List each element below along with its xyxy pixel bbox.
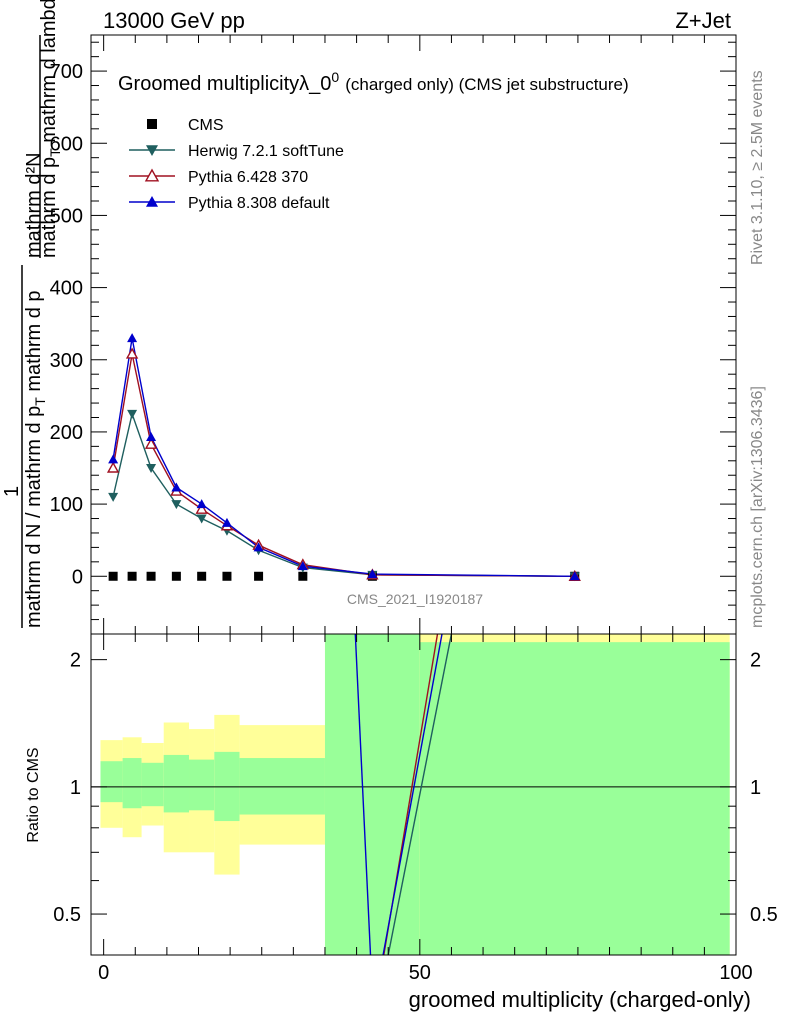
x-tick-label: 0 xyxy=(98,962,109,984)
ylabel-denominator-bottom: mathrm d N / mathrm d p xyxy=(23,406,45,628)
ratio-line-2 xyxy=(382,634,443,955)
analysis-watermark: CMS_2021_I1920187 xyxy=(347,591,483,607)
ratio-y-tick-label-right: 2 xyxy=(750,650,761,672)
series-3-point-6 xyxy=(253,542,264,552)
legend: CMS Herwig 7.2.1 softTune Pythia 6.428 370… xyxy=(129,117,344,212)
series-0-point-2 xyxy=(146,571,156,581)
series-3-point-0 xyxy=(108,454,119,464)
legend-marker-1 xyxy=(146,145,158,156)
ylabel-denominator-top: mathrm d p xyxy=(38,157,60,258)
series-2-point-0 xyxy=(106,461,120,473)
legend-label-2: Pythia 6.428 370 xyxy=(188,169,308,186)
ratio-y-tick-label-left: 0.5 xyxy=(53,904,81,926)
green-band-3 xyxy=(163,754,190,813)
series-1-point-4 xyxy=(196,514,207,524)
green-band-4 xyxy=(189,759,215,811)
green-band-8 xyxy=(419,642,730,955)
series-line-1 xyxy=(112,411,575,577)
legend-marker-3 xyxy=(146,196,158,207)
x-tick-label: 100 xyxy=(719,962,752,984)
series-3-point-2 xyxy=(146,431,157,441)
series-0-point-4 xyxy=(197,571,207,581)
green-band-7 xyxy=(324,634,420,955)
legend-marker-0 xyxy=(147,119,157,129)
series-0-point-3 xyxy=(171,571,181,581)
legend-label-1: Herwig 7.2.1 softTune xyxy=(188,143,344,160)
chart-title: Groomed multiplicityλ_00 (charged only) (… xyxy=(118,69,629,95)
series-0-point-6 xyxy=(254,571,264,581)
y-tick-label: 100 xyxy=(50,494,83,516)
green-band-2 xyxy=(141,762,164,807)
main-series-markers xyxy=(106,333,581,582)
ratio-y-tick-label-right: 0.5 xyxy=(750,904,778,926)
green-band-0 xyxy=(100,761,123,803)
x-axis-label: groomed multiplicity (charged-only) xyxy=(409,987,751,1012)
y-tick-label: 400 xyxy=(50,278,83,300)
y-tick-label: 0 xyxy=(72,566,83,588)
legend-label-3: Pythia 8.308 default xyxy=(188,195,330,212)
x-tick-label: 50 xyxy=(409,962,431,984)
series-line-3 xyxy=(112,337,575,577)
series-0-point-5 xyxy=(222,571,232,581)
main-series-lines xyxy=(112,337,575,577)
series-line-2 xyxy=(112,353,575,577)
header-process-label: Z+Jet xyxy=(675,8,731,33)
main-y-axis-label: mathrm d²N mathrm d pT mathrm d lambda 1… xyxy=(1,0,63,628)
ratio-axes: 0.5 0.5 1 1 2 2 0 50 100 xyxy=(53,633,778,984)
series-3-point-4 xyxy=(196,499,207,509)
series-3-point-3 xyxy=(171,482,182,492)
y-tick-label: 200 xyxy=(50,422,83,444)
ratio-line-0 xyxy=(354,634,372,955)
series-2-point-2 xyxy=(144,437,158,449)
mcplots-label: mcplots.cern.ch [arXiv:1306.3436] xyxy=(749,386,766,628)
series-1-point-1 xyxy=(127,409,138,419)
header-energy-label: 13000 GeV pp xyxy=(103,8,245,33)
green-band-1 xyxy=(122,758,142,809)
green-band-6 xyxy=(239,758,325,815)
ratio-y-tick-label-left: 2 xyxy=(70,650,81,672)
series-1-point-3 xyxy=(171,500,182,510)
y-tick-label: 300 xyxy=(50,350,83,372)
y-tick-label: 700 xyxy=(50,61,83,83)
series-3-point-5 xyxy=(221,517,232,527)
series-3-point-7 xyxy=(297,561,308,571)
ratio-line-3 xyxy=(387,634,453,955)
series-2-point-4 xyxy=(195,502,208,514)
series-2-point-1 xyxy=(125,347,139,359)
series-0-point-1 xyxy=(127,571,137,581)
y-tick-label: 600 xyxy=(50,133,83,155)
svg-text:mathrm d N / mathrm d pT mathr: mathrm d N / mathrm d pT mathrm d p xyxy=(23,290,48,628)
ratio-y-tick-label-right: 1 xyxy=(750,777,761,799)
ratio-uncertainty-bands xyxy=(100,634,730,955)
series-0-point-0 xyxy=(108,571,118,581)
series-1-point-0 xyxy=(108,492,119,502)
ratio-frame xyxy=(90,633,737,956)
series-0-point-7 xyxy=(298,571,308,581)
ratio-y-axis-label: Ratio to CMS xyxy=(25,747,42,842)
rivet-version-label: Rivet 3.1.10, ≥ 2.5M events xyxy=(749,70,766,265)
svg-text:mathrm d pT mathrm d lambda: mathrm d pT mathrm d lambda xyxy=(38,0,63,258)
series-3-point-9 xyxy=(569,571,580,581)
legend-label-0: CMS xyxy=(188,117,224,134)
series-3-point-1 xyxy=(127,333,138,343)
ratio-series-lines xyxy=(91,634,736,955)
ratio-y-tick-label-left: 1 xyxy=(70,777,81,799)
series-1-point-2 xyxy=(146,464,157,474)
y-tick-label: 500 xyxy=(50,205,83,227)
legend-marker-2 xyxy=(144,168,160,182)
main-axes: 0 100 200 300 400 500 600 700 xyxy=(50,34,737,635)
ylabel-numerator-bottom: 1 xyxy=(1,486,23,497)
series-3-point-8 xyxy=(367,569,378,579)
